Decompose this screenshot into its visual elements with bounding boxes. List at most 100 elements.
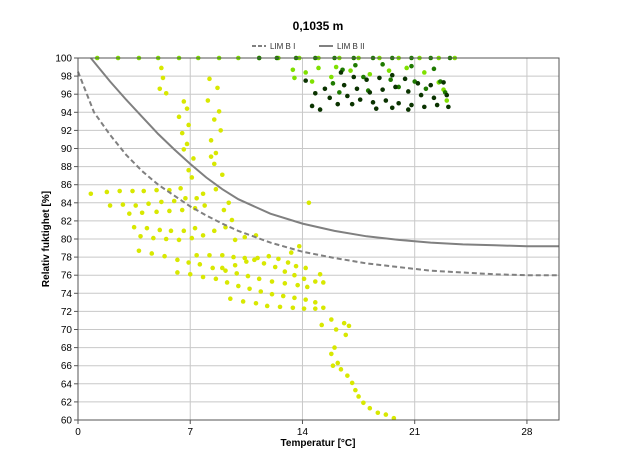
scatter-point-1	[242, 255, 248, 261]
scatter-point-1	[242, 234, 248, 240]
scatter-point-1	[162, 253, 167, 259]
y-tick-label: 84	[61, 198, 73, 209]
scatter-point-1	[200, 233, 206, 238]
scatter-point-1	[181, 147, 187, 152]
scatter-point-1	[192, 225, 198, 231]
y-axis-label: Relativ fuktighet [%]	[41, 191, 52, 287]
scatter-point-1	[208, 138, 214, 143]
scatter-point-1	[343, 332, 349, 338]
scatter-point-3	[396, 84, 401, 90]
scatter-point-1	[258, 289, 264, 294]
y-tick-label: 80	[61, 235, 73, 246]
scatter-point-1	[292, 272, 297, 278]
scatter-point-1	[335, 360, 341, 366]
scatter-point-1	[186, 167, 191, 173]
scatter-point-4	[444, 92, 450, 98]
y-tick-label: 60	[61, 416, 73, 427]
scatter-point-3	[423, 86, 429, 92]
scatter-point-3	[409, 63, 414, 69]
scatter-point-4	[373, 106, 379, 111]
series-line-1	[77, 71, 559, 277]
scatter-point-4	[312, 90, 318, 96]
scatter-point-3	[337, 90, 342, 95]
y-tick-label: 76	[61, 271, 73, 282]
scatter-point-4	[351, 74, 357, 80]
scatter-point-1	[221, 207, 227, 213]
scatter-point-1	[175, 257, 180, 263]
scatter-point-1	[375, 410, 381, 416]
scatter-point-1	[282, 281, 288, 286]
scatter-point-1	[200, 191, 206, 197]
scatter-point-1	[163, 236, 169, 242]
scatter-point-4	[405, 107, 411, 112]
scatter-point-2	[329, 74, 334, 80]
scatter-point-4	[377, 75, 382, 81]
scatter-point-4	[383, 98, 389, 103]
scatter-point-1	[288, 250, 294, 255]
x-tick-label: 14	[297, 427, 309, 438]
scatter-point-1	[240, 299, 246, 304]
scatter-point-1	[138, 233, 143, 239]
scatter-point-1	[231, 254, 236, 260]
scatter-point-2	[292, 75, 297, 81]
scatter-point-1	[220, 172, 225, 178]
scatter-point-4	[367, 90, 373, 95]
scatter-point-2	[444, 98, 450, 103]
scatter-point-1	[312, 300, 318, 305]
scatter-point-1	[218, 128, 223, 133]
scatter-point-3	[380, 62, 385, 67]
scatter-point-1	[107, 203, 113, 208]
scatter-point-1	[181, 228, 187, 234]
scatter-point-1	[211, 117, 217, 122]
scatter-point-4	[354, 86, 360, 92]
scatter-point-2	[386, 68, 392, 73]
scatter-point-1	[321, 280, 326, 285]
scatter-point-1	[304, 284, 310, 290]
scatter-point-1	[224, 280, 230, 285]
scatter-point-1	[159, 199, 164, 205]
x-tick-label: 28	[521, 427, 533, 438]
scatter-point-1	[189, 235, 195, 241]
scatter-point-1	[341, 320, 347, 326]
scatter-point-1	[329, 351, 334, 357]
scatter-point-4	[309, 103, 315, 109]
scatter-point-4	[389, 105, 395, 111]
scatter-point-1	[133, 203, 139, 208]
scatter-point-1	[296, 243, 302, 249]
scatter-point-1	[306, 200, 312, 206]
scatter-point-1	[367, 405, 373, 411]
scatter-point-1	[226, 200, 232, 206]
scatter-point-4	[345, 93, 350, 99]
gridlines	[78, 58, 559, 420]
scatter-point-2	[333, 64, 339, 70]
scatter-point-1	[149, 251, 155, 256]
legend-label-lim-b-ii: LIM B II	[337, 42, 365, 51]
scatter-point-4	[380, 87, 385, 92]
scatter-point-1	[236, 283, 241, 289]
scatter-point-4	[431, 95, 437, 101]
scatter-point-1	[391, 415, 397, 421]
scatter-point-1	[210, 265, 215, 271]
scatter-point-1	[104, 189, 110, 195]
scatter-point-1	[303, 265, 308, 271]
scatter-point-4	[370, 100, 376, 105]
scatter-point-4	[335, 101, 341, 107]
scatter-point-1	[194, 195, 199, 201]
scatter-points	[88, 55, 458, 421]
y-tick-label: 96	[61, 90, 73, 101]
y-tick-label: 64	[61, 379, 73, 390]
scatter-point-1	[269, 279, 275, 284]
scatter-point-1	[228, 296, 233, 302]
scatter-point-4	[428, 82, 434, 88]
scatter-point-4	[405, 89, 411, 94]
scatter-point-4	[357, 97, 363, 102]
scatter-point-1	[383, 412, 389, 417]
scatter-point-1	[301, 306, 307, 311]
scatter-point-1	[256, 276, 262, 282]
x-axis-ticks: 0 7 14 21 28	[75, 420, 533, 438]
scatter-point-1	[282, 269, 288, 274]
scatter-point-3	[330, 81, 336, 86]
scatter-point-1	[330, 363, 336, 369]
scatter-point-1	[290, 305, 296, 311]
scatter-point-4	[446, 104, 451, 110]
